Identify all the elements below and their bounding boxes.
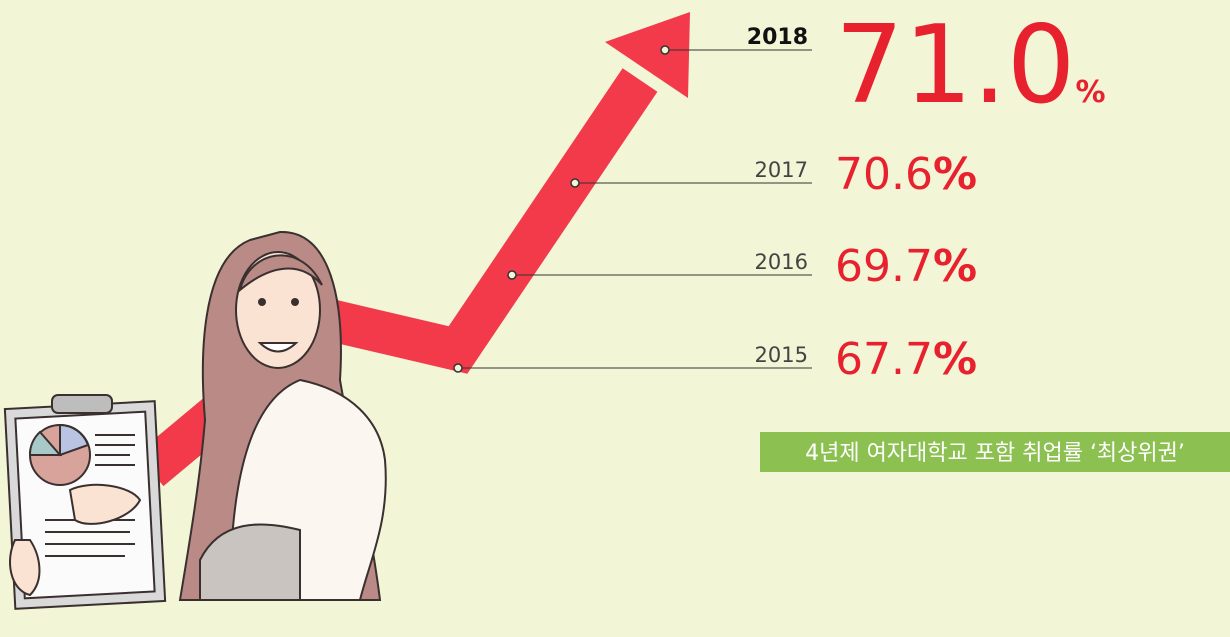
- rate-number: 67.7: [835, 334, 933, 385]
- leader-dot: [507, 270, 517, 280]
- rate-value: 70.6%: [835, 149, 977, 200]
- rate-unit: %: [1075, 75, 1105, 110]
- leader-dot: [660, 45, 670, 55]
- leader-dot: [453, 363, 463, 373]
- rate-unit: %: [933, 241, 977, 292]
- year-label: 2016: [755, 250, 808, 274]
- year-label: 2018: [747, 25, 808, 50]
- woman-illustration: [3, 230, 387, 610]
- badge-box: [760, 432, 1230, 472]
- year-label: 2017: [755, 158, 808, 182]
- entries: 2018 71.0% 2017 70.6% 2016 69.7% 2015 67.7%: [453, 3, 1106, 385]
- rate-unit: %: [933, 334, 977, 385]
- rate-value: 71.0%: [835, 3, 1106, 128]
- rate-number: 70.6: [835, 149, 933, 200]
- arrow-head: [605, 12, 690, 98]
- year-label: 2015: [755, 343, 808, 367]
- rate-value: 67.7%: [835, 334, 977, 385]
- rate-unit: %: [933, 149, 977, 200]
- leader-dot: [570, 178, 580, 188]
- rate-number: 71.0: [835, 3, 1075, 128]
- rate-value: 69.7%: [835, 241, 977, 292]
- badge-text: 4년제 여자대학교 포함 취업률 ‘최상위권’: [805, 441, 1185, 466]
- rate-number: 69.7: [835, 241, 933, 292]
